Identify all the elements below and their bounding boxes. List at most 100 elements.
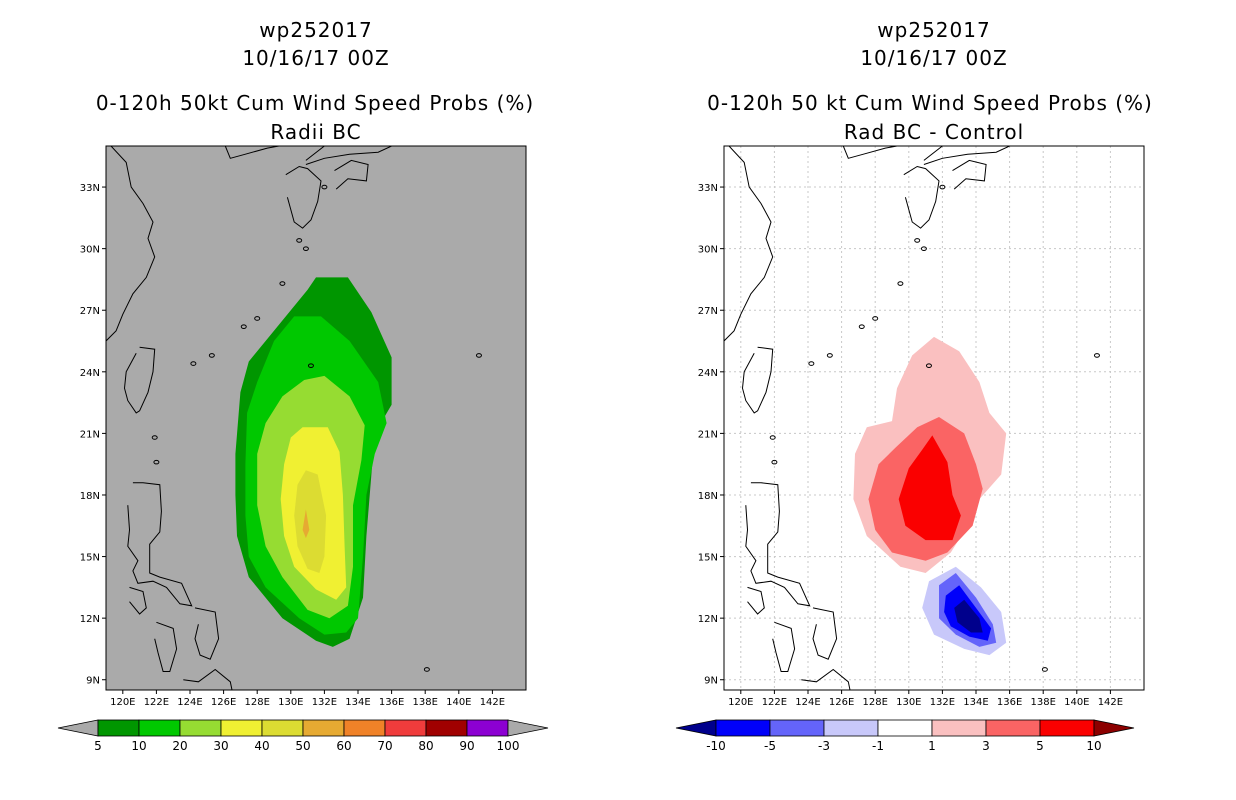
left-colorbar-segment bbox=[343, 719, 386, 737]
right-colorbar-label: -10 bbox=[706, 739, 726, 753]
left-colorbar-segment bbox=[261, 719, 304, 737]
right-map-plot: 120E 122E 124E 126E 128E 130E 132E 134E 136E 138E… bbox=[698, 145, 1145, 708]
right-colorbar: -10 -5 -3 -1 1 3 5 10 bbox=[675, 719, 1135, 753]
left-island bbox=[296, 238, 303, 243]
right-y-tick-label: 33N bbox=[698, 183, 718, 194]
left-colorbar-segment bbox=[179, 719, 222, 737]
right-colorbar-segment bbox=[931, 719, 987, 737]
right-storm-id: wp252017 bbox=[877, 18, 991, 42]
left-island bbox=[279, 281, 286, 286]
right-y-tick-label: 30N bbox=[698, 245, 718, 256]
left-island bbox=[475, 353, 482, 358]
right-coastline-taiwan bbox=[741, 346, 774, 414]
left-contour-40 bbox=[294, 470, 327, 573]
right-coastline-shikoku bbox=[952, 159, 987, 190]
right-island bbox=[914, 238, 921, 243]
right-colorbar-label: -5 bbox=[764, 739, 776, 753]
right-x-tick-label: 126E bbox=[829, 697, 854, 708]
right-coastline-mindoro bbox=[747, 586, 765, 615]
right-y-tick-label: 27N bbox=[698, 306, 718, 317]
left-colorbar: 5 10 20 30 40 50 60 70 80 90 100 bbox=[57, 719, 549, 753]
right-contour-5 bbox=[898, 435, 961, 541]
right-y-tick-label: 21N bbox=[698, 429, 718, 440]
right-colorbar-segment bbox=[877, 719, 933, 737]
left-island bbox=[151, 435, 158, 440]
right-colorbar-segment bbox=[769, 719, 825, 737]
left-island bbox=[302, 246, 309, 251]
left-island bbox=[153, 459, 160, 465]
left-contour-50 bbox=[302, 509, 310, 539]
left-coastline-shikoku bbox=[334, 159, 369, 190]
left-colorbar-segment bbox=[384, 719, 427, 737]
right-x-tick-label: 128E bbox=[862, 697, 887, 708]
left-colorbar-segment bbox=[138, 719, 181, 737]
left-map-plot: 120E 122E 124E 126E 128E 130E 132E 134E 136E 138E… bbox=[80, 145, 527, 708]
left-colorbar-label: 30 bbox=[213, 739, 228, 753]
right-y-tick-label: 18N bbox=[698, 491, 718, 502]
left-x-tick-label: 122E bbox=[144, 697, 169, 708]
right-colorbar-segment bbox=[1039, 719, 1095, 737]
left-coastline-mindanao bbox=[179, 668, 233, 690]
right-coastline-china-coast bbox=[724, 146, 774, 342]
left-y-tick-label: 30N bbox=[80, 245, 100, 256]
right-y-tick-label: 12N bbox=[698, 614, 718, 625]
right-x-tick-label: 120E bbox=[728, 697, 753, 708]
left-x-tick-label: 142E bbox=[480, 697, 505, 708]
left-island bbox=[307, 363, 314, 368]
right-coastline-luzon bbox=[745, 482, 811, 607]
left-colorbar-under bbox=[57, 719, 99, 737]
left-coastline-china-coast bbox=[106, 146, 156, 342]
left-colorbar-segment bbox=[97, 719, 140, 737]
left-chart-title: 0-120h 50kt Cum Wind Speed Probs (%) bbox=[95, 91, 535, 115]
left-datetime: 10/16/17 00Z bbox=[242, 46, 390, 70]
right-island bbox=[920, 246, 927, 251]
right-island bbox=[826, 353, 833, 358]
right-island bbox=[769, 435, 776, 440]
right-colorbar-label: -1 bbox=[872, 739, 884, 753]
left-island bbox=[254, 316, 261, 321]
left-colorbar-label: 50 bbox=[295, 739, 310, 753]
left-colorbar-label: 40 bbox=[254, 739, 269, 753]
right-x-tick-label: 140E bbox=[1064, 697, 1089, 708]
left-y-tick-label: 12N bbox=[80, 614, 100, 625]
left-coastline-korea bbox=[224, 146, 280, 159]
right-island bbox=[939, 184, 946, 190]
right-plot-frame bbox=[723, 145, 1145, 691]
left-island bbox=[240, 324, 247, 329]
left-island bbox=[321, 184, 328, 190]
left-x-tick-label: 138E bbox=[412, 697, 437, 708]
right-coastline-samar-leyte bbox=[812, 607, 838, 660]
right-x-tick-label: 122E bbox=[762, 697, 787, 708]
left-island bbox=[423, 667, 430, 672]
left-chart-subtitle: Radii BC bbox=[270, 120, 362, 144]
right-island bbox=[1093, 353, 1100, 358]
right-coastline-mindanao bbox=[797, 668, 851, 690]
left-colorbar-label: 100 bbox=[497, 739, 520, 753]
right-island bbox=[858, 324, 865, 329]
left-plot-area bbox=[106, 146, 482, 690]
left-island bbox=[208, 353, 215, 358]
right-y-tick-label: 24N bbox=[698, 368, 718, 379]
left-coastline-luzon bbox=[127, 482, 193, 607]
left-coastline-honshu bbox=[305, 146, 392, 165]
left-island bbox=[190, 361, 197, 366]
right-colorbar-label: 5 bbox=[1036, 739, 1044, 753]
left-x-tick-label: 120E bbox=[110, 697, 135, 708]
left-x-tick-label: 128E bbox=[244, 697, 269, 708]
left-colorbar-segment bbox=[466, 719, 509, 737]
right-contour--10 bbox=[954, 599, 983, 633]
right-colorbar-label: 1 bbox=[928, 739, 936, 753]
right-x-tick-label: 136E bbox=[997, 697, 1022, 708]
right-island bbox=[872, 316, 879, 321]
right-colorbar-segment bbox=[985, 719, 1041, 737]
right-x-tick-label: 134E bbox=[963, 697, 988, 708]
left-y-tick-label: 33N bbox=[80, 183, 100, 194]
right-plot-area bbox=[724, 146, 1144, 690]
right-colorbar-under bbox=[675, 719, 717, 737]
left-colorbar-over bbox=[507, 719, 549, 737]
left-y-tick-label: 27N bbox=[80, 306, 100, 317]
right-x-tick-label: 124E bbox=[795, 697, 820, 708]
left-colorbar-segment bbox=[220, 719, 263, 737]
right-chart-title: 0-120h 50 kt Cum Wind Speed Probs (%) bbox=[707, 91, 1153, 115]
left-colorbar-label: 70 bbox=[377, 739, 392, 753]
